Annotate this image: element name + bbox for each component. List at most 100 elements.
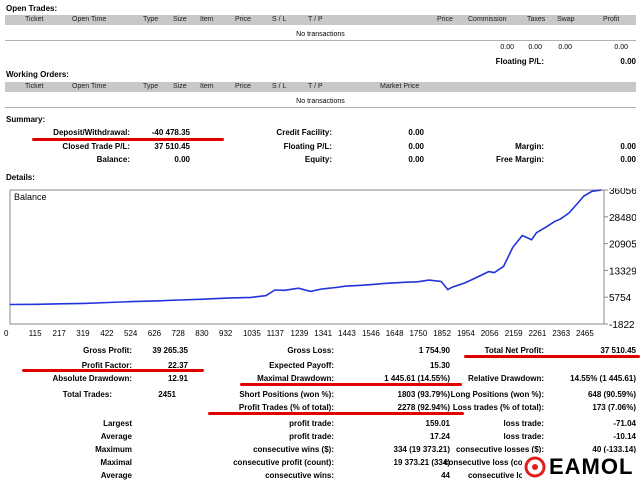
x-tick-label: 1341 [314,329,333,338]
largest-loss-label: loss trade: [503,419,544,428]
col-price2: Price [437,16,453,23]
floating-label: Floating P/L: [283,142,332,151]
short-positions-value: 1803 (93.79%) [397,390,450,399]
loss-trades-label: Loss trades (% of total): [452,403,544,412]
col-item: Item [200,83,214,90]
rel-drawdown-value: 14.55% (1 445.61) [570,374,636,383]
max-drawdown-label: Maximal Drawdown: [257,374,334,383]
y-tick-label: 36056 [609,188,636,197]
profit-factor-label: Profit Factor: [81,361,132,370]
gross-profit-value: 39 265.35 [152,346,188,355]
long-positions-label: Long Positions (won %): [450,390,544,399]
x-tick-label: 1648 [385,329,404,338]
abs-drawdown-label: Absolute Drawdown: [52,374,132,383]
x-tick-label: 2056 [480,329,499,338]
col-ticket: Ticket [25,16,44,23]
col-type: Type [143,16,159,23]
avg-cons-losses-label: consecutive losses: [467,471,544,480]
y-tick-label: 28480 [609,213,636,224]
working-orders-empty: No transactions [296,98,345,105]
total-net-label: Total Net Profit: [484,346,544,355]
x-tick-label: 319 [76,329,90,338]
x-tick-label: 524 [124,329,138,338]
max-cons-wins-value: 334 (19 373.21) [393,445,451,454]
col-size: Size [173,16,187,23]
open-trades-header: Ticket Open Time Type Size Item Price S … [5,15,636,25]
x-tick-label: 1035 [242,329,261,338]
balance-label: Balance: [96,155,130,164]
gross-loss-label: Gross Loss: [287,346,334,355]
avg-cons-wins-label: consecutive wins: [265,471,334,480]
average-loss-label: loss trade: [503,432,544,441]
free-margin-label: Free Margin: [495,155,544,164]
floating-value: 0.00 [408,142,424,151]
profit-factor-value: 22.37 [167,361,188,370]
total-trades-value: 2451 [158,390,176,399]
equity-value: 0.00 [408,155,424,164]
y-tick-label: 5754 [609,293,632,304]
balance-chart: 36056 28480 20905 13329 5754 -1822 Balance [9,188,636,328]
largest-label: Largest [103,419,132,428]
col-open-time: Open Time [72,16,107,23]
col-item: Item [200,16,214,23]
divider [5,107,636,108]
col-price: Price [235,16,251,23]
closed-label: Closed Trade P/L: [62,142,130,151]
max-cons-losses-value: 40 (-133.14) [592,445,636,454]
eamol-logo: EAMOL [522,453,640,480]
legend-balance: Balance [14,192,47,202]
balance-line [9,189,602,306]
col-market-price: Market Price [380,83,420,90]
average-loss-value: -10.14 [613,432,636,441]
y-tick-label: -1822 [609,320,635,328]
col-type: Type [143,83,159,90]
x-tick-label: 2261 [528,329,547,338]
largest-profit-label: profit trade: [289,419,334,428]
total-trades-label: Total Trades: [62,390,112,399]
col-commission: Commission [468,16,507,23]
avg-cons-wins-value: 44 [441,471,450,480]
x-tick-label: 115 [28,329,42,338]
plot-area [9,189,605,325]
col-sl: S / L [272,83,287,90]
long-positions-value: 648 (90.59%) [587,390,636,399]
x-tick-label: 217 [52,329,66,338]
open-trades-title: Open Trades: [6,4,58,13]
highlight-underline [22,369,204,372]
y-tick-label: 13329 [609,266,636,277]
col-size: Size [173,83,187,90]
highlight-underline [32,138,224,141]
highlight-underline [208,412,464,415]
open-total-commission: 0.00 [500,44,514,51]
x-tick-label: 932 [219,329,233,338]
x-tick-label: 2465 [575,329,594,338]
y-tick-label: 20905 [609,240,636,251]
x-tick-label: 422 [100,329,114,338]
x-tick-label: 1443 [338,329,356,338]
margin-label: Margin: [515,142,544,151]
x-tick-label: 626 [147,329,162,338]
maximal-label: Maximal [100,458,132,467]
margin-value: 0.00 [620,142,636,151]
closed-value: 37 510.45 [154,142,190,151]
gross-loss-value: 1 754.90 [418,346,450,355]
eamol-logo-icon [524,456,546,478]
credit-value: 0.00 [408,128,424,137]
gross-profit-label: Gross Profit: [83,346,132,355]
eamol-logo-text: EAMOL [549,454,634,479]
short-positions-label: Short Positions (won %): [239,390,334,399]
credit-label: Credit Facility: [276,128,332,137]
max-cons-wins-label: consecutive wins ($): [253,445,334,454]
x-tick-label: 830 [195,329,209,338]
average-label: Average [100,432,132,441]
highlight-underline [464,355,640,358]
average-profit-label: profit trade: [289,432,334,441]
max-cons-profit-label: consecutive profit (count): [233,458,334,467]
x-tick-label: 2159 [504,329,523,338]
largest-profit-value: 159.01 [425,419,450,428]
x-tick-label: 1546 [361,329,380,338]
x-tick-label: 1852 [433,329,452,338]
open-total-taxes: 0.00 [528,44,542,51]
expected-payoff-label: Expected Payoff: [269,361,334,370]
open-floating-value: 0.00 [620,57,636,66]
